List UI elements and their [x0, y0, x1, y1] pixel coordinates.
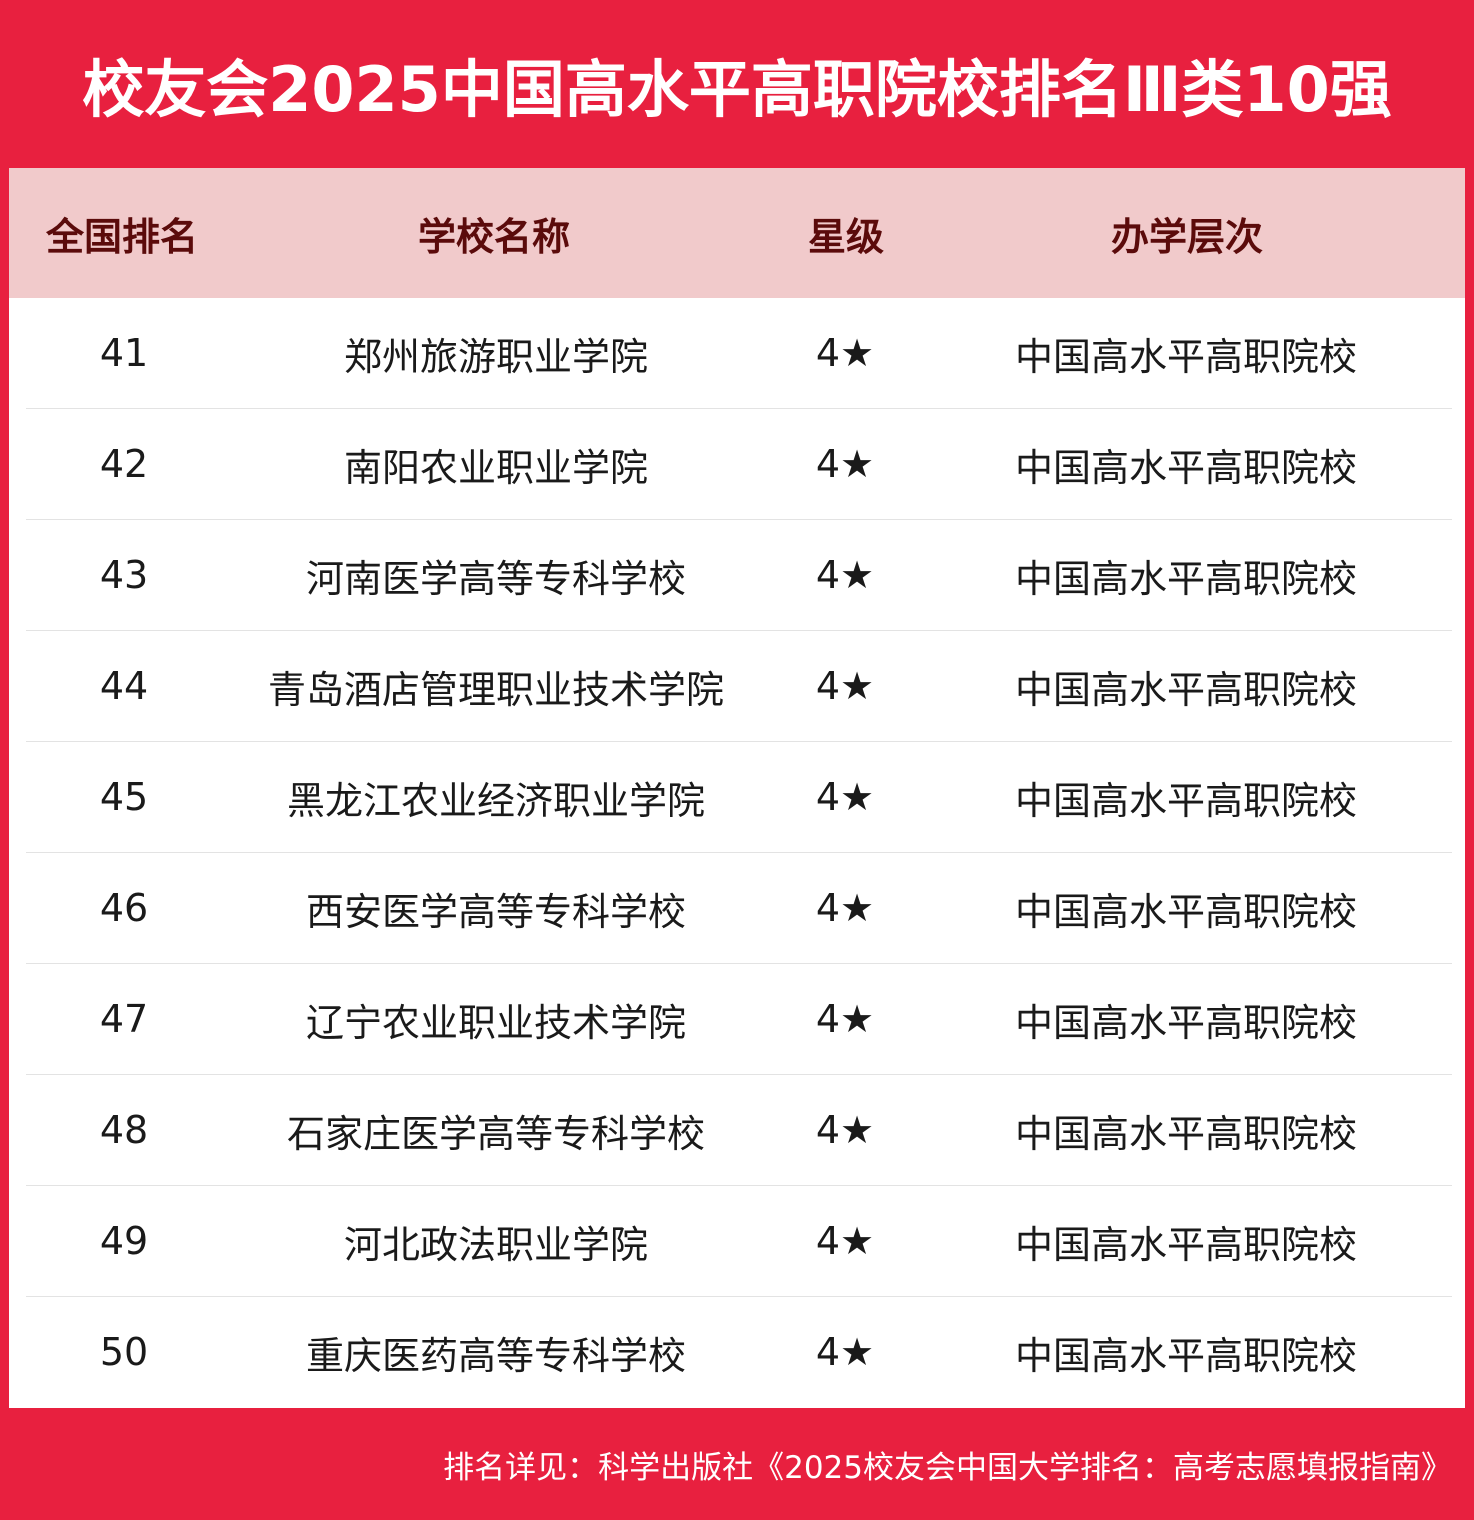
header-level: 办学层次 — [1110, 214, 1263, 259]
school-name-cell: 西安医学高等专科学校 — [305, 889, 686, 934]
level-cell: 中国高水平高职院校 — [1014, 556, 1357, 601]
table-body: 41 郑州旅游职业学院 4★ 中国高水平高职院校 42 南阳农业职业学院 4★ … — [26, 298, 1452, 1407]
rank-cell: 45 — [99, 775, 149, 819]
school-name-cell: 青岛酒店管理职业技术学院 — [267, 667, 724, 712]
school-name-cell: 郑州旅游职业学院 — [343, 334, 648, 379]
table-row: 48 石家庄医学高等专科学校 4★ 中国高水平高职院校 — [26, 1075, 1452, 1186]
star-rating-cell: 4★ — [815, 664, 875, 708]
table-row: 44 青岛酒店管理职业技术学院 4★ 中国高水平高职院校 — [26, 631, 1452, 742]
school-name-cell: 重庆医药高等专科学校 — [305, 1333, 686, 1378]
page-title: 校友会2025中国高水平高职院校排名Ⅲ类10强 — [82, 53, 1392, 126]
school-name-cell: 辽宁农业职业技术学院 — [305, 1000, 686, 1045]
rank-cell: 44 — [99, 664, 149, 708]
level-cell: 中国高水平高职院校 — [1014, 1111, 1357, 1156]
star-rating-cell: 4★ — [815, 553, 875, 597]
star-rating-cell: 4★ — [815, 442, 875, 486]
star-rating-cell: 4★ — [815, 997, 875, 1041]
school-name-cell: 石家庄医学高等专科学校 — [286, 1111, 705, 1156]
table-row: 43 河南医学高等专科学校 4★ 中国高水平高职院校 — [26, 520, 1452, 631]
table-row: 46 西安医学高等专科学校 4★ 中国高水平高职院校 — [26, 853, 1452, 964]
level-cell: 中国高水平高职院校 — [1014, 889, 1357, 934]
header-name: 学校名称 — [417, 214, 570, 259]
rank-cell: 47 — [99, 997, 149, 1041]
rank-cell: 42 — [99, 442, 149, 486]
level-cell: 中国高水平高职院校 — [1014, 778, 1357, 823]
rank-cell: 46 — [99, 886, 149, 930]
rank-cell: 41 — [99, 331, 149, 375]
level-cell: 中国高水平高职院校 — [1014, 334, 1357, 379]
star-rating-cell: 4★ — [815, 1108, 875, 1152]
level-cell: 中国高水平高职院校 — [1014, 445, 1357, 490]
title-bar: 校友会2025中国高水平高职院校排名Ⅲ类10强 — [0, 0, 1474, 168]
header-star: 星级 — [807, 214, 884, 259]
table-row: 49 河北政法职业学院 4★ 中国高水平高职院校 — [26, 1186, 1452, 1297]
star-rating-cell: 4★ — [815, 1330, 875, 1374]
rank-cell: 49 — [99, 1219, 149, 1263]
star-rating-cell: 4★ — [815, 775, 875, 819]
table-row: 50 重庆医药高等专科学校 4★ 中国高水平高职院校 — [26, 1297, 1452, 1407]
ranking-table: 全国排名 学校名称 星级 办学层次 41 郑州旅游职业学院 4★ 中国高水平高职… — [9, 168, 1465, 1408]
table-row: 42 南阳农业职业学院 4★ 中国高水平高职院校 — [26, 409, 1452, 520]
table-row: 45 黑龙江农业经济职业学院 4★ 中国高水平高职院校 — [26, 742, 1452, 853]
star-rating-cell: 4★ — [815, 1219, 875, 1263]
table-row: 47 辽宁农业职业技术学院 4★ 中国高水平高职院校 — [26, 964, 1452, 1075]
star-rating-cell: 4★ — [815, 886, 875, 930]
school-name-cell: 南阳农业职业学院 — [343, 445, 648, 490]
school-name-cell: 河南医学高等专科学校 — [305, 556, 686, 601]
level-cell: 中国高水平高职院校 — [1014, 1000, 1357, 1045]
level-cell: 中国高水平高职院校 — [1014, 1222, 1357, 1267]
rank-cell: 50 — [99, 1330, 149, 1374]
rank-cell: 48 — [99, 1108, 149, 1152]
table-header: 全国排名 学校名称 星级 办学层次 — [9, 168, 1465, 298]
school-name-cell: 黑龙江农业经济职业学院 — [286, 778, 705, 823]
header-rank: 全国排名 — [45, 214, 198, 259]
table-row: 41 郑州旅游职业学院 4★ 中国高水平高职院校 — [26, 298, 1452, 409]
school-name-cell: 河北政法职业学院 — [343, 1222, 648, 1267]
level-cell: 中国高水平高职院校 — [1014, 1333, 1357, 1378]
rank-cell: 43 — [99, 553, 149, 597]
level-cell: 中国高水平高职院校 — [1014, 667, 1357, 712]
star-rating-cell: 4★ — [815, 331, 875, 375]
source-note: 排名详见：科学出版社《2025校友会中国大学排名：高考志愿填报指南》 — [443, 1450, 1452, 1486]
